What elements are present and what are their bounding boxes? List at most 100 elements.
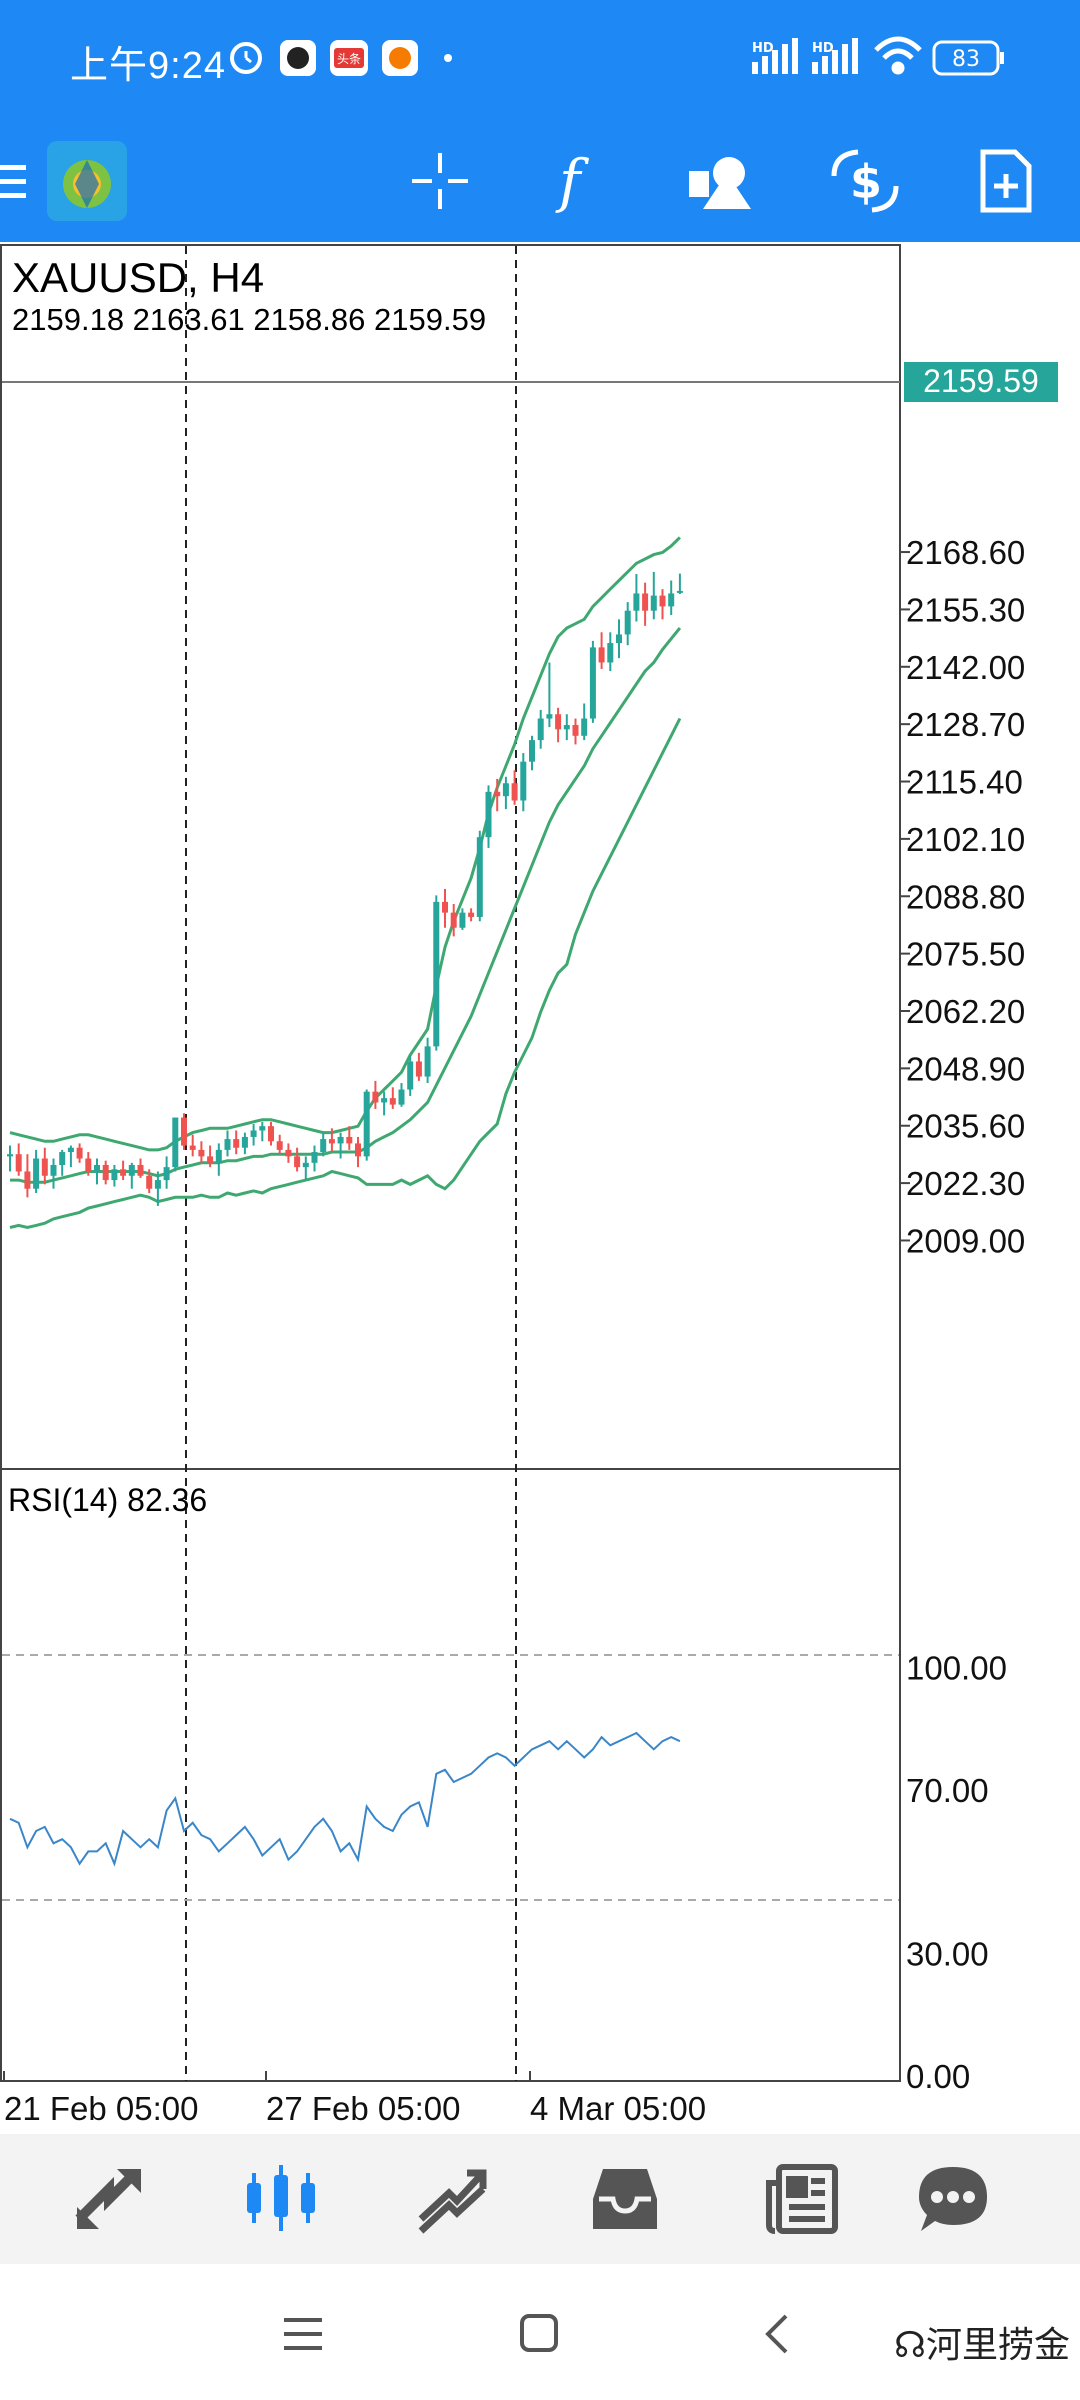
candle-body [459, 912, 466, 928]
price-tick-label: 2075.50 [906, 936, 1025, 973]
news-app-icon: 头条 [330, 40, 368, 76]
news-badge: 头条 [337, 52, 361, 66]
system-navigation [0, 2264, 1080, 2400]
candle [41, 1147, 48, 1185]
candle-body [268, 1126, 274, 1142]
nav-news[interactable] [738, 2134, 868, 2264]
candle [94, 1158, 100, 1185]
metatrader-logo [47, 141, 127, 221]
candle [485, 785, 492, 848]
candle-body [668, 593, 675, 607]
candle-body [163, 1167, 170, 1181]
price-tick-label: 2142.00 [906, 649, 1025, 686]
candle-body [572, 725, 579, 736]
candle [502, 776, 509, 810]
rsi-frame [0, 1468, 901, 2082]
nav-chart[interactable] [216, 2134, 346, 2264]
time-tick-label: 21 Feb 05:00 [4, 2090, 199, 2127]
candle-body [224, 1139, 231, 1150]
price-tick-label: 2088.80 [906, 878, 1025, 915]
candle-body [389, 1098, 396, 1105]
chart-area[interactable]: 2159.59 XAUUSD, H4 2159.18 2163.61 2158.… [0, 244, 1080, 2127]
candle-body [502, 783, 509, 797]
candle-body [372, 1091, 379, 1103]
candle-body [363, 1091, 370, 1157]
candle-body [520, 761, 527, 801]
candle [494, 778, 501, 812]
candle [529, 735, 535, 771]
candle [616, 619, 622, 659]
candle-body [555, 714, 562, 730]
trade-icon: $ [831, 149, 899, 213]
candle [668, 580, 675, 616]
price-tick-label: 2102.10 [906, 821, 1025, 858]
recent-apps-button[interactable] [284, 2318, 322, 2350]
candle-body [311, 1152, 318, 1163]
trade-button[interactable]: $ [820, 120, 910, 242]
indicators-icon: f [555, 149, 590, 213]
objects-button[interactable] [680, 120, 760, 242]
wifi-icon [874, 36, 922, 75]
candle-body [537, 718, 544, 741]
app-logo-button[interactable] [46, 120, 128, 242]
candle [415, 1052, 422, 1081]
candle [59, 1149, 66, 1176]
crosshair-button[interactable] [400, 120, 480, 242]
main-chart-frame [0, 244, 901, 1470]
candle [381, 1091, 388, 1116]
candle-body [415, 1061, 422, 1077]
candle-body [424, 1046, 431, 1077]
candle-body [120, 1169, 127, 1176]
candle-body [624, 610, 631, 635]
browser-app-icon [382, 40, 418, 76]
candle [215, 1143, 222, 1176]
signal-icon-2: HD [812, 38, 858, 74]
bottom-navigation [0, 2134, 1080, 2264]
price-chart[interactable]: 2159.59 XAUUSD, H4 2159.18 2163.61 2158.… [0, 244, 1080, 2134]
candle-body [355, 1143, 361, 1157]
candle-body [172, 1117, 179, 1168]
candle-body [529, 740, 535, 762]
candle [607, 632, 614, 672]
candle [285, 1143, 292, 1163]
candle-body [494, 791, 501, 797]
nav-chat[interactable] [888, 2134, 1018, 2264]
trade-nav-icon [418, 2169, 487, 2234]
candle [476, 830, 483, 922]
rsi-tick-label: 30.00 [906, 1936, 989, 1973]
candle [85, 1152, 92, 1176]
candle-body [581, 718, 588, 736]
candle-body [485, 791, 492, 838]
nav-quotes[interactable] [44, 2134, 174, 2264]
candle-body [102, 1164, 109, 1181]
candle [233, 1130, 240, 1155]
candle-body [94, 1164, 100, 1172]
candle-body [642, 593, 649, 611]
candle [633, 574, 640, 622]
nav-history[interactable] [560, 2134, 690, 2264]
candle [241, 1132, 248, 1155]
indicators-button[interactable]: f [536, 120, 616, 242]
nav-trade[interactable] [388, 2134, 518, 2264]
new-order-icon [980, 149, 1032, 213]
candle [572, 718, 579, 745]
candle-body [233, 1139, 240, 1148]
candle [146, 1169, 153, 1194]
candle [311, 1145, 318, 1172]
candle [172, 1117, 179, 1172]
home-button[interactable] [520, 2314, 558, 2352]
candle-body [320, 1139, 327, 1153]
rsi-tick-label: 70.00 [906, 1772, 989, 1809]
new-order-button[interactable] [966, 120, 1046, 242]
candle [389, 1087, 396, 1109]
menu-button[interactable] [0, 120, 30, 242]
current-price-tag [904, 362, 1058, 402]
network-label-1: HD [752, 41, 774, 56]
back-button[interactable] [765, 2314, 788, 2354]
candle-body [450, 912, 457, 928]
candle [24, 1154, 31, 1198]
candle-body [616, 634, 622, 644]
candle [268, 1121, 274, 1146]
candle-body [676, 590, 683, 593]
time-tick-label: 27 Feb 05:00 [266, 2090, 461, 2127]
